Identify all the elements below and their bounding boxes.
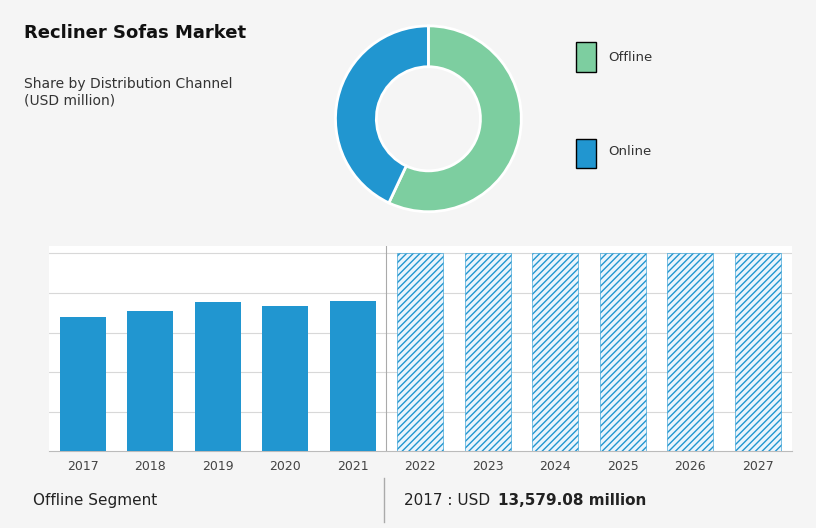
Text: Online: Online <box>608 145 651 158</box>
Bar <box>600 253 645 451</box>
Wedge shape <box>389 26 521 212</box>
Bar <box>735 253 781 451</box>
Text: 2017 : USD: 2017 : USD <box>404 493 495 508</box>
Bar <box>330 301 375 451</box>
Text: Recliner Sofas Market: Recliner Sofas Market <box>24 24 246 42</box>
Bar <box>195 302 241 451</box>
Bar <box>465 253 511 451</box>
FancyBboxPatch shape <box>576 139 596 168</box>
Wedge shape <box>335 26 428 203</box>
Bar <box>262 306 308 451</box>
Bar <box>667 253 713 451</box>
Text: 13,579.08 million: 13,579.08 million <box>498 493 646 508</box>
Text: Offline Segment: Offline Segment <box>33 493 157 508</box>
Bar <box>127 311 173 451</box>
Text: Share by Distribution Channel
(USD million): Share by Distribution Channel (USD milli… <box>24 77 233 107</box>
FancyBboxPatch shape <box>576 42 596 72</box>
Bar <box>532 253 579 451</box>
Bar <box>60 317 105 451</box>
Text: Offline: Offline <box>608 51 652 64</box>
Bar <box>397 253 443 451</box>
